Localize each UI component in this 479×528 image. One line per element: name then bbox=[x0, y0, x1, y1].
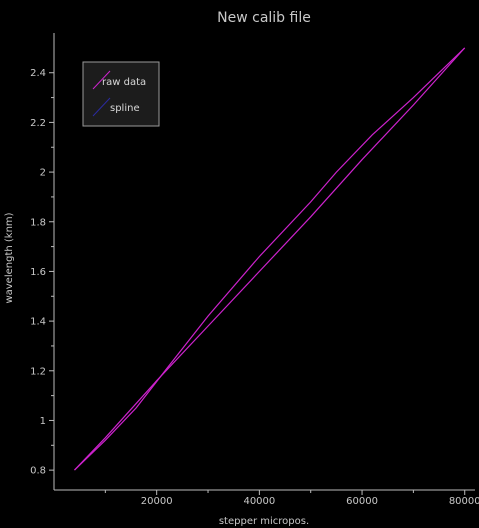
y-tick-label: 2.4 bbox=[30, 68, 46, 79]
x-ticks: 20000 40000 60000 80000 bbox=[104, 490, 479, 507]
x-tick-label: 80000 bbox=[449, 496, 479, 507]
series-layer bbox=[74, 47, 466, 471]
series-line-raw-data bbox=[74, 47, 466, 471]
y-tick-label: 1 bbox=[40, 416, 46, 427]
y-ticks: 0.8 1 1.2 1.4 1.6 1.8 2 2.2 2.4 bbox=[30, 68, 54, 477]
y-tick-label: 1.8 bbox=[30, 217, 46, 228]
y-tick-label: 1.4 bbox=[30, 317, 46, 328]
x-tick-label: 20000 bbox=[141, 496, 173, 507]
y-tick-label: 0.8 bbox=[30, 466, 46, 477]
x-tick-label: 60000 bbox=[346, 496, 378, 507]
legend: raw data spline bbox=[82, 61, 160, 127]
y-tick-label: 2.2 bbox=[30, 118, 46, 129]
y-axis-label: wavelength (knm) bbox=[4, 212, 15, 303]
x-axis-label: stepper micropos. bbox=[219, 516, 309, 527]
legend-box bbox=[82, 61, 160, 127]
y-tick-label: 1.2 bbox=[30, 366, 46, 377]
x-tick-label: 40000 bbox=[243, 496, 275, 507]
axes bbox=[53, 33, 475, 491]
chart-title: New calib file bbox=[217, 10, 311, 26]
y-tick-label: 1.6 bbox=[30, 267, 46, 278]
legend-label-spline: spline bbox=[110, 103, 140, 114]
y-tick-label: 2 bbox=[40, 168, 46, 179]
legend-swatch-raw-data bbox=[92, 70, 111, 90]
legend-label-raw-data: raw data bbox=[102, 77, 146, 88]
legend-swatch-spline bbox=[92, 97, 111, 117]
series-line-spline bbox=[74, 47, 466, 471]
